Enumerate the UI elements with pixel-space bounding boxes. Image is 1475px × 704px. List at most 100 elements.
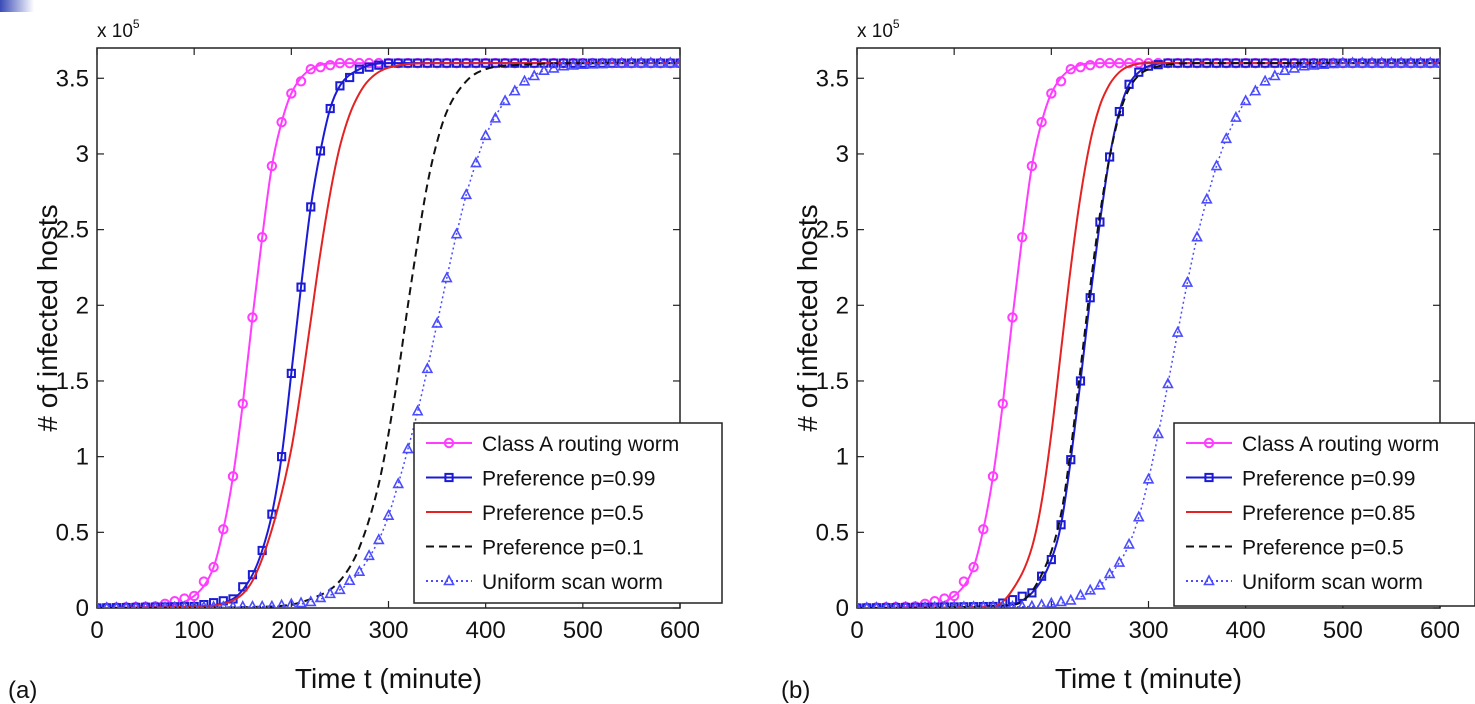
series-point	[460, 188, 473, 200]
series-point	[190, 600, 199, 608]
series-line	[857, 62, 1440, 608]
series-point	[978, 524, 989, 535]
y-axis-label: # of infected hosts	[32, 204, 63, 431]
series-point	[1016, 231, 1028, 243]
series-point	[1113, 555, 1126, 567]
series-point	[188, 590, 200, 602]
x-tick-label: 0	[850, 617, 863, 644]
legend-entry: Preference p=0.99	[482, 468, 655, 491]
series-point	[1278, 63, 1291, 76]
legend-marker	[443, 437, 455, 449]
y-tick-label: 2	[836, 292, 849, 319]
series-point	[1171, 325, 1184, 337]
y-tick-label: 2	[76, 292, 89, 319]
series-point	[112, 601, 121, 608]
series-point	[1327, 57, 1339, 69]
series-point	[645, 56, 657, 68]
x-tick-label: 400	[1226, 617, 1266, 644]
series-point	[1075, 61, 1086, 73]
x-axis-label: Time t (minute)	[1055, 663, 1242, 694]
series-point	[674, 56, 680, 68]
series-point	[1114, 57, 1125, 69]
series-point	[247, 312, 258, 323]
series-point	[586, 57, 599, 69]
series-point	[334, 57, 346, 69]
series-point	[228, 600, 238, 608]
series-point	[450, 227, 463, 239]
series-point	[950, 600, 959, 608]
legend-marker	[444, 472, 454, 483]
series-point	[256, 231, 268, 243]
series-point	[248, 599, 257, 608]
series-point	[979, 600, 988, 608]
series-point	[304, 595, 317, 607]
series-line	[857, 62, 1440, 608]
series-point	[969, 600, 978, 608]
series-point	[411, 404, 424, 416]
series-point	[1239, 94, 1252, 106]
series-point	[538, 63, 550, 76]
series-point	[1424, 56, 1437, 68]
series-point	[276, 116, 287, 128]
series-point	[470, 156, 482, 168]
series-point	[1230, 110, 1242, 122]
legend-entry: Class A routing worm	[1242, 433, 1439, 456]
legend-entry: Preference p=0.5	[1242, 537, 1404, 560]
series-point	[1065, 63, 1076, 75]
series-point	[209, 600, 218, 608]
series-point	[921, 600, 929, 608]
y-tick-label: 0.5	[56, 519, 89, 546]
legend-marker	[1204, 472, 1214, 483]
series-point	[1036, 598, 1047, 608]
series-point	[557, 59, 570, 71]
x-tick-label: 600	[1420, 617, 1460, 644]
series-point	[295, 596, 307, 608]
chart-panel-a: 0 100 200 300 400 500 600 0 0.5 1 1.5 2 2.5 3 3.5 x 105…	[8, 17, 723, 704]
series-point	[1142, 472, 1155, 484]
y-tick-label: 3	[836, 141, 849, 168]
series-line	[97, 62, 680, 608]
x-tick-label: 500	[563, 617, 603, 644]
series-point	[267, 599, 277, 608]
x-tick-label: 300	[1128, 617, 1168, 644]
series-point	[364, 62, 374, 72]
series-point	[1162, 377, 1174, 389]
series-point	[161, 600, 169, 608]
series-point	[872, 601, 881, 608]
y-tick-label: 1.5	[56, 368, 89, 395]
series-point	[103, 601, 111, 608]
series-point	[959, 600, 968, 608]
y-multiplier-exponent: 5	[133, 17, 140, 31]
series-point	[479, 129, 492, 141]
series-point	[402, 442, 414, 454]
y-tick-label: 2.5	[816, 217, 849, 244]
legend-entry: Uniform scan worm	[482, 571, 663, 594]
series-line	[97, 62, 680, 608]
series-point	[499, 94, 511, 106]
series-point	[344, 57, 355, 69]
series-5	[97, 56, 680, 608]
series-point	[1104, 57, 1115, 69]
series-point	[363, 549, 375, 561]
series-point	[122, 601, 130, 608]
series-point	[1036, 116, 1047, 128]
series-point	[170, 600, 179, 608]
series-point	[237, 398, 248, 409]
series-point	[615, 56, 628, 68]
series-point	[286, 368, 296, 379]
legend-marker	[1203, 437, 1215, 449]
series-point	[353, 564, 366, 576]
series-point	[354, 64, 364, 74]
series-point	[596, 57, 609, 69]
series-point	[1132, 510, 1145, 522]
series-point	[315, 146, 326, 156]
series-point	[97, 601, 101, 608]
series-point	[372, 533, 385, 545]
series-point	[528, 69, 541, 81]
series-point	[1094, 57, 1106, 69]
series-point	[998, 600, 1007, 608]
series-point	[1007, 312, 1018, 323]
series-point	[1191, 230, 1203, 242]
series-point	[508, 84, 521, 96]
y-multiplier: x 105	[97, 17, 140, 42]
